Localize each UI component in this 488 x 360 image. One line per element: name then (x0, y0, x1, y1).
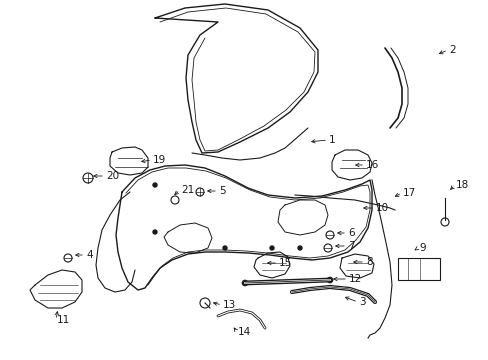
Text: 20: 20 (106, 171, 119, 181)
Circle shape (223, 246, 226, 250)
Text: 2: 2 (448, 45, 455, 55)
Text: 13: 13 (223, 300, 236, 310)
Circle shape (326, 277, 332, 283)
Text: 3: 3 (358, 297, 365, 307)
Text: 6: 6 (347, 228, 354, 238)
Text: 10: 10 (375, 203, 388, 213)
Text: 21: 21 (181, 185, 194, 195)
Text: 11: 11 (57, 315, 70, 325)
Text: 16: 16 (365, 160, 379, 170)
Text: 5: 5 (219, 186, 225, 196)
Text: 18: 18 (455, 180, 468, 190)
Text: 8: 8 (365, 257, 372, 267)
Circle shape (269, 246, 273, 250)
Text: 4: 4 (86, 250, 92, 260)
Text: 12: 12 (348, 274, 362, 284)
Text: 9: 9 (418, 243, 425, 253)
Text: 7: 7 (347, 241, 354, 251)
Text: 15: 15 (279, 258, 292, 268)
Text: 14: 14 (238, 327, 251, 337)
Text: 19: 19 (153, 155, 166, 165)
Circle shape (153, 183, 157, 187)
Text: 17: 17 (402, 188, 415, 198)
Circle shape (242, 280, 247, 286)
Circle shape (153, 230, 157, 234)
Circle shape (297, 246, 302, 250)
Text: 1: 1 (328, 135, 335, 145)
